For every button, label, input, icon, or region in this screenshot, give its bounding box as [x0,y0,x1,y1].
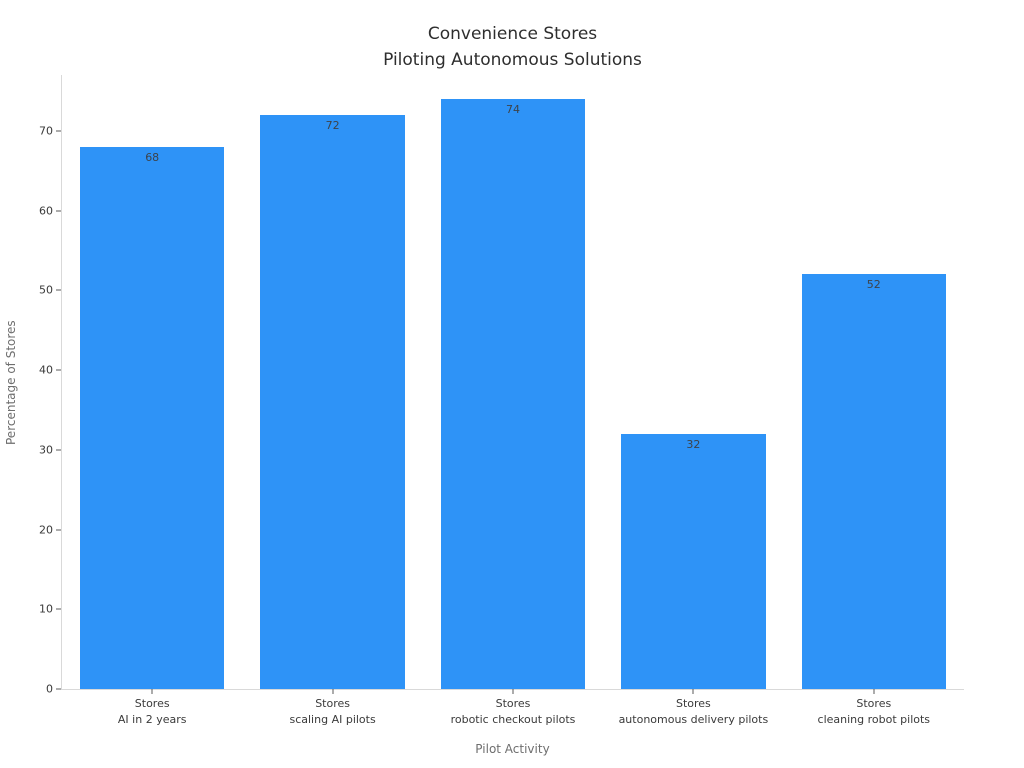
bar-value-label: 74 [505,102,520,116]
x-tick-label: Stores AI in 2 years [57,696,247,728]
y-tick-label: 60 [39,204,53,218]
y-tick-label: 70 [39,124,53,138]
x-tick-label-line: autonomous delivery pilots [618,713,769,726]
bar: 74 [440,98,586,689]
y-tick-label: 0 [46,682,53,696]
y-tick-mark [56,449,61,451]
y-tick-mark [56,289,61,291]
x-tick-mark [873,689,875,694]
bar: 32 [621,433,766,689]
x-tick-label: Stores robotic checkout pilots [418,696,608,728]
x-tick-label: Stores scaling AI pilots [238,696,428,728]
x-tick-label: Stores autonomous delivery pilots [598,696,788,728]
chart-title: Convenience Stores Piloting Autonomous S… [61,21,964,73]
y-tick-label: 30 [39,443,53,457]
y-tick-mark [56,688,61,690]
y-tick-mark [56,529,61,531]
y-tick-mark [56,130,61,132]
bar-value-label: 32 [686,437,701,451]
x-tick-label-line: Stores [495,697,531,710]
x-tick-mark [332,689,334,694]
chart-title-line2: Piloting Autonomous Solutions [383,50,642,70]
bar: 52 [801,274,946,689]
y-tick-mark [56,369,61,371]
x-tick-mark [512,689,514,694]
y-tick-mark [56,210,61,212]
bar-value-label: 72 [325,118,340,132]
x-tick-mark [151,689,153,694]
x-tick-mark [692,689,694,694]
y-tick-label: 50 [39,283,53,297]
bar-value-label: 52 [866,278,881,292]
x-tick-label-line: Stores [134,697,170,710]
chart-title-line1: Convenience Stores [427,24,598,44]
x-tick-label-line: cleaning robot pilots [817,713,931,726]
plot-area: 0 10 20 30 40 50 60 70 68 Stores AI in 2 years 72 St… [39,75,964,726]
y-tick-label: 20 [39,523,53,537]
y-tick-label: 40 [39,363,53,377]
x-tick-label-line: Stores [675,697,711,710]
x-tick-label-line: scaling AI pilots [289,713,376,726]
x-tick-label: Stores cleaning robot pilots [779,696,969,728]
x-tick-label-line: robotic checkout pilots [450,713,576,726]
x-tick-label-line: AI in 2 years [117,713,187,726]
y-tick-mark [56,608,61,610]
x-tick-label-line: Stores [315,697,350,710]
x-axis-label: Pilot Activity [475,742,550,756]
bar: 72 [260,114,405,689]
y-axis-label: Percentage of Stores [4,320,18,445]
x-tick-label-line: Stores [856,697,892,710]
bar: 68 [80,146,225,689]
y-tick-label: 10 [39,602,53,616]
bar-value-label: 68 [145,150,160,164]
